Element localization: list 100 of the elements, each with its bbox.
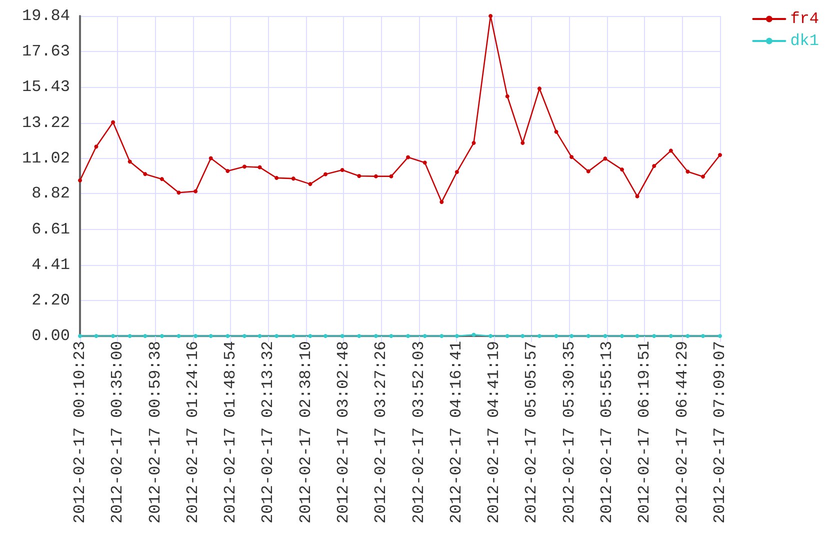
point bbox=[668, 148, 673, 153]
point bbox=[274, 334, 279, 338]
point bbox=[374, 334, 378, 338]
point bbox=[686, 334, 690, 338]
x-tick-label: 2012-02-17 04:16:41 bbox=[447, 341, 466, 524]
point bbox=[143, 172, 148, 176]
point bbox=[472, 332, 476, 337]
x-tick-label: 2012-02-17 04:41:19 bbox=[485, 341, 504, 524]
point bbox=[620, 334, 624, 338]
point bbox=[308, 334, 312, 338]
point bbox=[389, 334, 394, 338]
point bbox=[701, 174, 706, 179]
point bbox=[128, 160, 132, 164]
x-tick-label: 2012-02-17 05:55:13 bbox=[598, 341, 616, 524]
point bbox=[357, 174, 362, 178]
point bbox=[537, 86, 542, 91]
legend-label: dk1 bbox=[790, 32, 820, 50]
x-tick-label: 2012-02-17 00:35:00 bbox=[108, 341, 127, 524]
point bbox=[94, 334, 98, 338]
point bbox=[440, 334, 444, 338]
y-tick-label: 15.43 bbox=[22, 78, 70, 96]
point bbox=[652, 164, 656, 168]
point bbox=[274, 176, 279, 180]
point bbox=[111, 334, 116, 338]
point bbox=[242, 164, 246, 169]
x-tick-label: 2012-02-17 02:13:32 bbox=[259, 341, 278, 524]
point bbox=[226, 169, 230, 173]
point bbox=[160, 334, 164, 338]
point bbox=[686, 170, 690, 174]
point bbox=[176, 190, 181, 195]
point bbox=[454, 170, 459, 174]
point bbox=[160, 177, 164, 182]
point bbox=[520, 334, 525, 338]
point bbox=[554, 130, 558, 134]
point bbox=[340, 334, 344, 338]
point bbox=[374, 174, 378, 178]
point bbox=[537, 334, 542, 338]
point bbox=[554, 334, 558, 338]
x-tick-label: 2012-02-17 00:59:38 bbox=[146, 341, 164, 524]
x-tick-label: 2012-02-17 02:38:10 bbox=[296, 341, 315, 524]
x-tick-label: 2012-02-17 03:52:03 bbox=[410, 341, 428, 524]
point bbox=[570, 334, 574, 338]
point bbox=[422, 334, 427, 338]
point bbox=[357, 334, 362, 338]
x-tick-label: 2012-02-17 05:30:35 bbox=[560, 341, 578, 524]
point bbox=[635, 334, 640, 338]
point bbox=[520, 140, 525, 145]
x-tick-label: 2012-02-17 05:05:57 bbox=[522, 341, 541, 524]
point bbox=[718, 153, 722, 158]
point bbox=[586, 334, 590, 338]
point bbox=[194, 334, 198, 338]
point bbox=[258, 334, 262, 338]
point bbox=[652, 334, 656, 338]
y-tick-label: 11.02 bbox=[22, 149, 70, 168]
point bbox=[208, 156, 213, 160]
point bbox=[308, 182, 312, 186]
x-tick-label: 2012-02-17 06:19:51 bbox=[636, 341, 654, 524]
point bbox=[389, 174, 394, 178]
point bbox=[143, 334, 148, 338]
y-tick-label: 2.20 bbox=[32, 292, 70, 310]
point bbox=[258, 165, 262, 170]
point bbox=[603, 156, 608, 161]
x-tick-label: 2012-02-17 06:44:29 bbox=[673, 341, 692, 524]
point bbox=[472, 140, 476, 145]
point bbox=[194, 189, 198, 194]
point bbox=[94, 144, 98, 149]
y-tick-label: 8.82 bbox=[32, 184, 70, 203]
point bbox=[505, 94, 510, 98]
y-tick-label: 17.63 bbox=[22, 42, 70, 61]
x-tick-label: 2012-02-17 01:48:54 bbox=[222, 341, 240, 524]
point bbox=[701, 334, 706, 338]
point bbox=[323, 172, 328, 176]
point bbox=[406, 155, 410, 160]
point bbox=[668, 334, 673, 338]
point bbox=[505, 334, 510, 338]
point bbox=[454, 334, 459, 338]
point bbox=[422, 160, 427, 165]
y-tick-label: 6.61 bbox=[32, 220, 70, 238]
point bbox=[176, 334, 181, 338]
y-tick-label: 4.41 bbox=[32, 256, 70, 274]
x-tick-label: 2012-02-17 03:02:48 bbox=[334, 341, 353, 524]
point bbox=[440, 200, 444, 204]
point bbox=[291, 176, 296, 181]
point bbox=[340, 168, 344, 172]
y-tick-label: 19.84 bbox=[22, 7, 70, 25]
point bbox=[570, 154, 574, 159]
point bbox=[78, 178, 82, 182]
point bbox=[208, 334, 213, 338]
point bbox=[111, 120, 116, 124]
point bbox=[242, 334, 246, 338]
point bbox=[323, 334, 328, 338]
legend-label: fr4 bbox=[790, 10, 820, 28]
y-tick-label: 13.22 bbox=[22, 114, 70, 132]
point bbox=[226, 334, 230, 338]
point bbox=[488, 334, 493, 338]
point bbox=[78, 334, 82, 338]
point bbox=[603, 334, 608, 338]
x-tick-label: 2012-02-17 03:27:26 bbox=[372, 341, 390, 524]
x-tick-label: 2012-02-17 07:09:07 bbox=[711, 341, 729, 524]
point bbox=[620, 168, 624, 172]
